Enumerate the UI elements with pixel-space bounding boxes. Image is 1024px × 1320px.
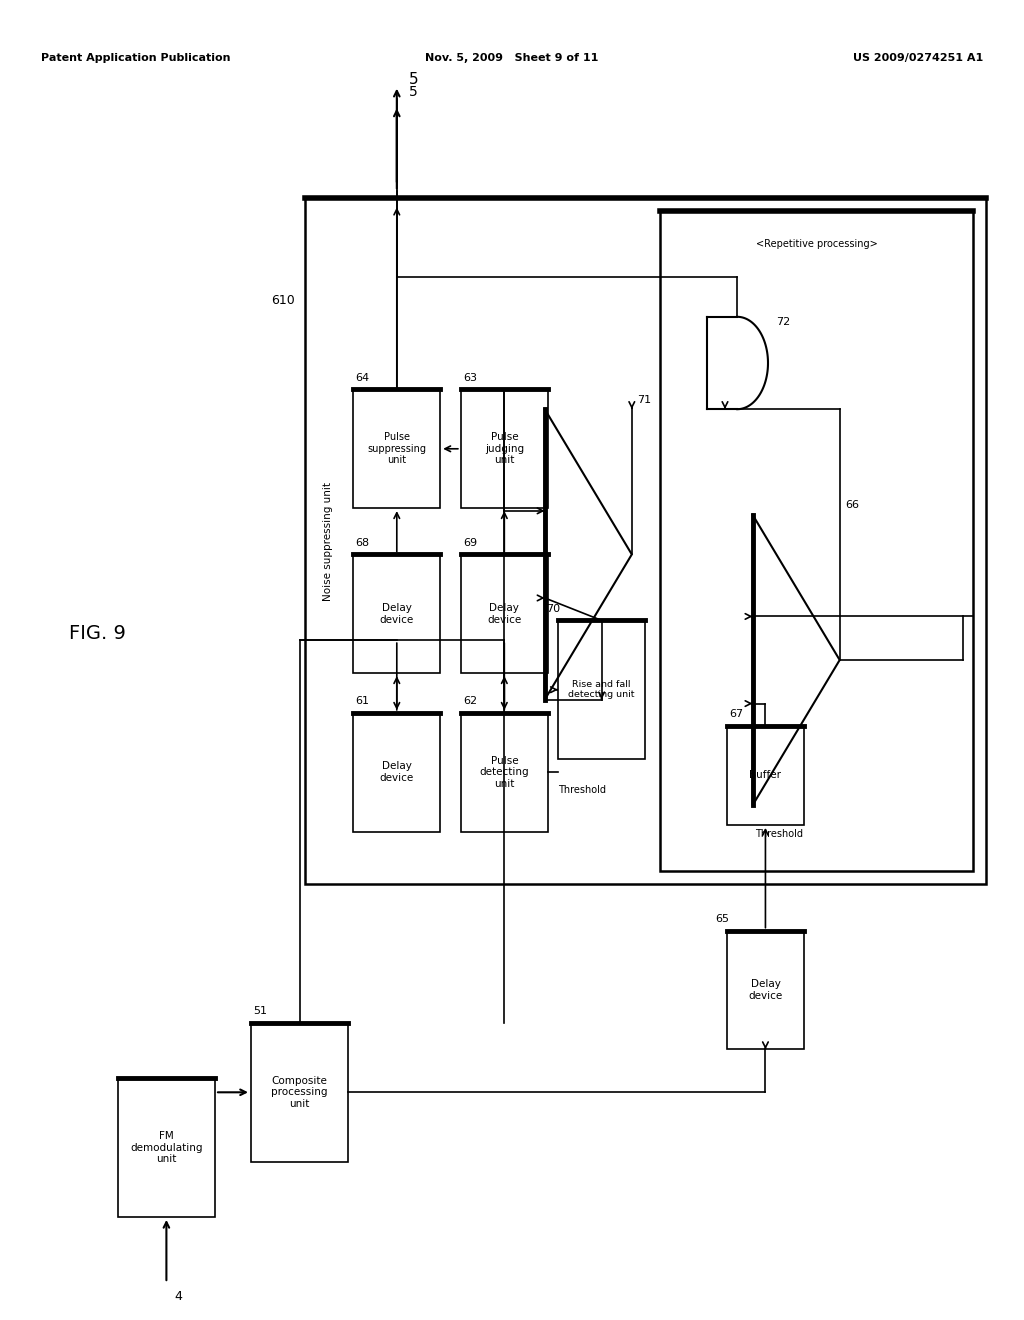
- Text: FM
demodulating
unit: FM demodulating unit: [130, 1131, 203, 1164]
- Text: 66: 66: [845, 500, 859, 511]
- Text: 64: 64: [355, 372, 370, 383]
- Bar: [353, 554, 440, 673]
- Text: 69: 69: [463, 537, 477, 548]
- Text: Delay
device: Delay device: [380, 603, 414, 624]
- Text: Nov. 5, 2009   Sheet 9 of 11: Nov. 5, 2009 Sheet 9 of 11: [425, 53, 599, 63]
- Bar: [353, 389, 440, 508]
- Text: <Repetitive processing>: <Repetitive processing>: [756, 239, 878, 249]
- Bar: [461, 713, 548, 832]
- Text: Delay
device: Delay device: [487, 603, 521, 624]
- Text: 63: 63: [463, 372, 477, 383]
- Text: Noise suppressing unit: Noise suppressing unit: [323, 482, 333, 601]
- Bar: [727, 726, 804, 825]
- Text: 5: 5: [409, 84, 418, 99]
- Bar: [118, 1078, 215, 1217]
- Text: 68: 68: [355, 537, 370, 548]
- Text: Buffer: Buffer: [750, 771, 781, 780]
- Text: Composite
processing
unit: Composite processing unit: [271, 1076, 328, 1109]
- Text: 71: 71: [637, 395, 651, 405]
- Bar: [558, 620, 645, 759]
- Text: 610: 610: [271, 294, 295, 308]
- Text: Patent Application Publication: Patent Application Publication: [41, 53, 230, 63]
- Text: Rise and fall
detecting unit: Rise and fall detecting unit: [568, 680, 635, 700]
- Bar: [660, 211, 973, 871]
- Text: 51: 51: [253, 1006, 267, 1016]
- Text: Delay
device: Delay device: [380, 762, 414, 783]
- Text: 72: 72: [776, 317, 791, 327]
- Text: 70: 70: [546, 603, 560, 614]
- Text: Delay
device: Delay device: [749, 979, 782, 1001]
- Text: Pulse
suppressing
unit: Pulse suppressing unit: [368, 432, 426, 466]
- Bar: [305, 198, 986, 884]
- Text: 62: 62: [463, 696, 477, 706]
- Text: Pulse
judging
unit: Pulse judging unit: [484, 432, 524, 466]
- Text: Threshold: Threshold: [558, 785, 606, 796]
- Bar: [727, 931, 804, 1049]
- Text: 65: 65: [715, 913, 729, 924]
- Bar: [251, 1023, 348, 1162]
- Text: FIG. 9: FIG. 9: [69, 624, 126, 643]
- Text: 5: 5: [409, 71, 419, 87]
- Text: 61: 61: [355, 696, 370, 706]
- Bar: [353, 713, 440, 832]
- Text: 4: 4: [174, 1290, 182, 1303]
- Text: Pulse
detecting
unit: Pulse detecting unit: [479, 755, 529, 789]
- Text: 67: 67: [729, 709, 743, 719]
- Bar: [461, 554, 548, 673]
- Bar: [461, 389, 548, 508]
- Text: US 2009/0274251 A1: US 2009/0274251 A1: [853, 53, 983, 63]
- Text: Threshold: Threshold: [755, 829, 803, 840]
